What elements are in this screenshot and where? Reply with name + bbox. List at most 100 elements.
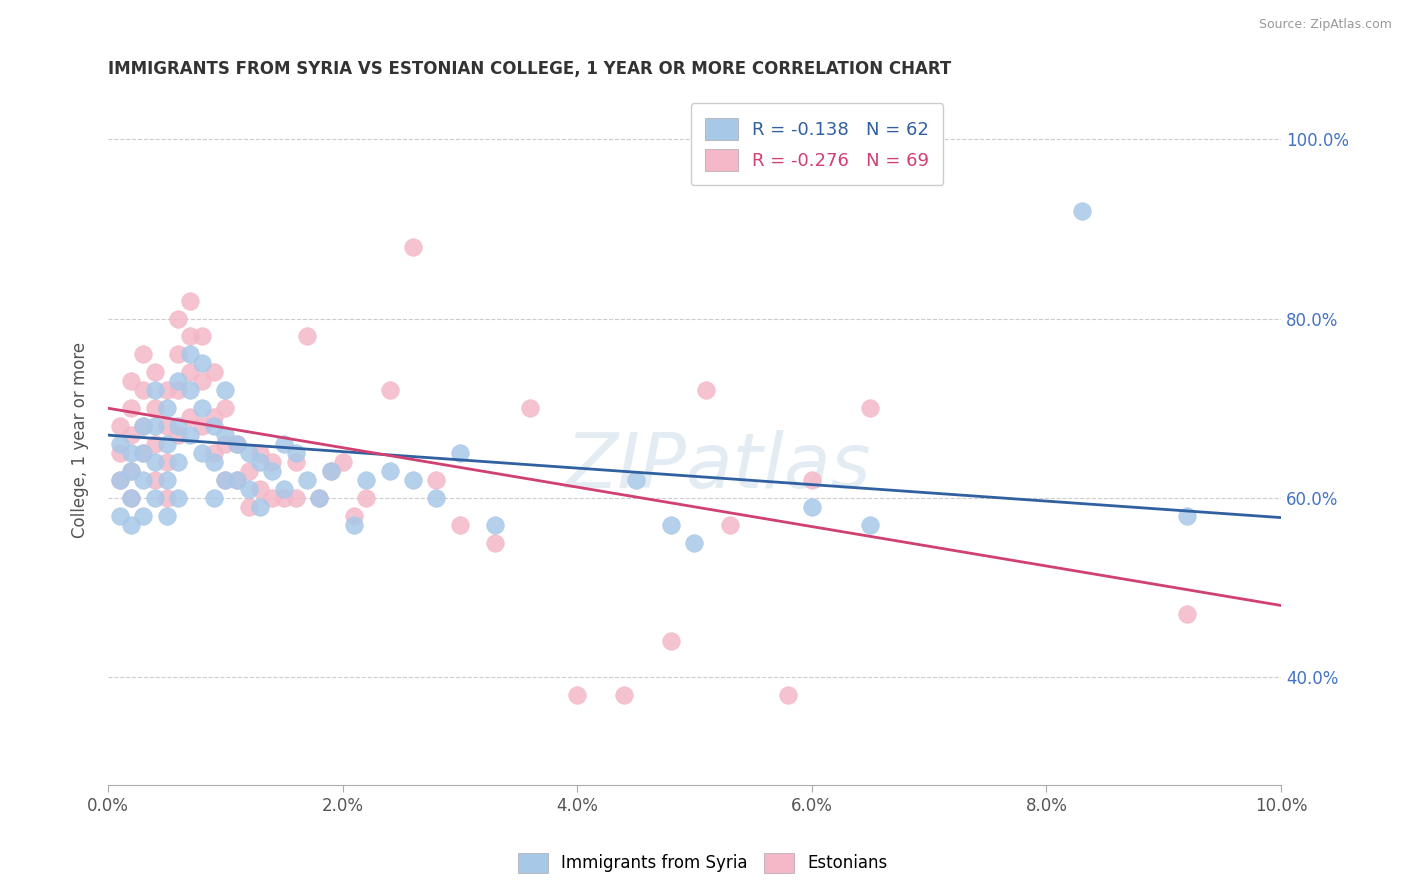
Point: [425, 491, 447, 505]
Point: [120, 491, 142, 505]
Point: [179, 347, 201, 361]
Point: [202, 410, 225, 425]
Point: [132, 446, 155, 460]
Point: [249, 482, 271, 496]
Point: [238, 446, 260, 460]
Point: [319, 464, 342, 478]
Point: [120, 517, 142, 532]
Point: [143, 419, 166, 434]
Point: [800, 473, 823, 487]
Point: [297, 473, 319, 487]
Point: [449, 517, 471, 532]
Point: [226, 473, 249, 487]
Point: [167, 428, 190, 442]
Point: [238, 464, 260, 478]
Point: [143, 455, 166, 469]
Point: [179, 384, 201, 398]
Point: [519, 401, 541, 416]
Point: [167, 384, 190, 398]
Point: [226, 437, 249, 451]
Point: [156, 473, 179, 487]
Text: Source: ZipAtlas.com: Source: ZipAtlas.com: [1258, 18, 1392, 31]
Point: [1070, 204, 1092, 219]
Point: [1175, 607, 1198, 622]
Point: [613, 688, 636, 702]
Y-axis label: College, 1 year or more: College, 1 year or more: [72, 342, 89, 538]
Point: [108, 473, 131, 487]
Point: [120, 401, 142, 416]
Point: [343, 517, 366, 532]
Point: [191, 329, 214, 343]
Point: [120, 428, 142, 442]
Point: [156, 437, 179, 451]
Point: [402, 473, 425, 487]
Point: [778, 688, 800, 702]
Point: [659, 634, 682, 648]
Point: [191, 419, 214, 434]
Point: [567, 688, 589, 702]
Point: [167, 455, 190, 469]
Point: [262, 455, 284, 469]
Point: [262, 491, 284, 505]
Point: [354, 473, 377, 487]
Point: [202, 491, 225, 505]
Point: [143, 365, 166, 379]
Point: [156, 455, 179, 469]
Point: [143, 384, 166, 398]
Point: [354, 491, 377, 505]
Point: [108, 437, 131, 451]
Point: [143, 491, 166, 505]
Point: [319, 464, 342, 478]
Point: [683, 535, 706, 549]
Point: [132, 473, 155, 487]
Text: ZIPatlas: ZIPatlas: [565, 430, 870, 504]
Point: [120, 491, 142, 505]
Point: [214, 473, 236, 487]
Point: [484, 535, 506, 549]
Point: [214, 384, 236, 398]
Point: [191, 374, 214, 388]
Point: [695, 384, 717, 398]
Point: [108, 508, 131, 523]
Point: [108, 446, 131, 460]
Point: [249, 455, 271, 469]
Point: [202, 365, 225, 379]
Point: [284, 491, 307, 505]
Point: [284, 446, 307, 460]
Point: [167, 374, 190, 388]
Point: [718, 517, 741, 532]
Point: [191, 356, 214, 370]
Point: [120, 464, 142, 478]
Point: [143, 437, 166, 451]
Point: [167, 311, 190, 326]
Point: [402, 240, 425, 254]
Point: [143, 401, 166, 416]
Point: [624, 473, 647, 487]
Point: [132, 347, 155, 361]
Point: [1175, 508, 1198, 523]
Point: [167, 347, 190, 361]
Point: [308, 491, 330, 505]
Point: [262, 464, 284, 478]
Point: [214, 401, 236, 416]
Point: [120, 446, 142, 460]
Point: [156, 491, 179, 505]
Point: [332, 455, 354, 469]
Point: [484, 517, 506, 532]
Point: [132, 419, 155, 434]
Point: [156, 508, 179, 523]
Point: [226, 473, 249, 487]
Point: [132, 384, 155, 398]
Point: [343, 508, 366, 523]
Point: [202, 446, 225, 460]
Point: [179, 410, 201, 425]
Point: [132, 419, 155, 434]
Point: [249, 446, 271, 460]
Point: [143, 473, 166, 487]
Point: [202, 419, 225, 434]
Point: [156, 401, 179, 416]
Point: [156, 384, 179, 398]
Point: [378, 384, 401, 398]
Point: [308, 491, 330, 505]
Point: [167, 491, 190, 505]
